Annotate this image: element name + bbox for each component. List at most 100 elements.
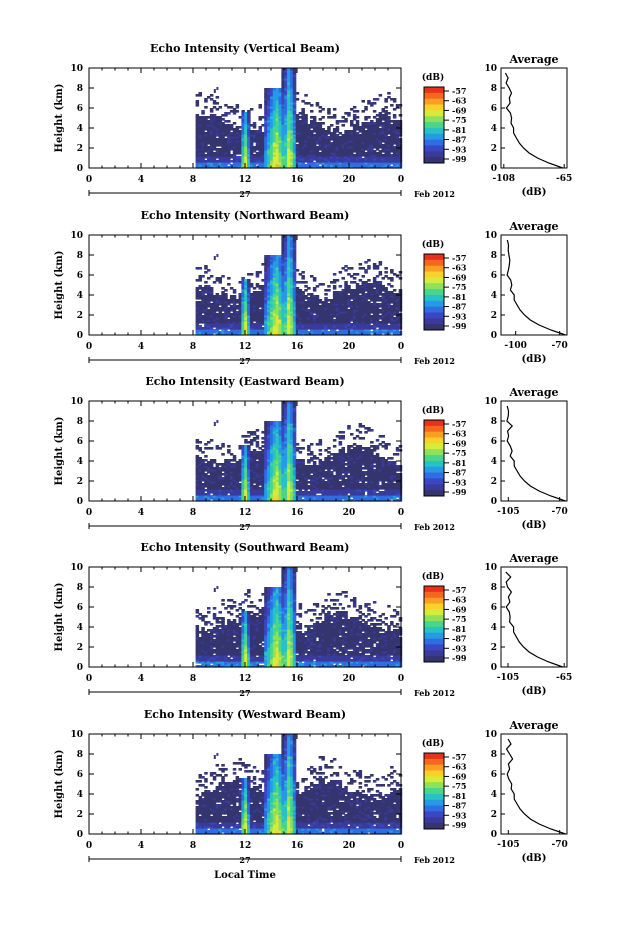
heatmap-cell [281, 134, 285, 137]
heatmap-cell [312, 146, 317, 149]
heatmap-cell [290, 287, 294, 290]
heatmap-cell [278, 106, 282, 109]
heatmap-cell [398, 319, 403, 322]
heatmap-cell [301, 132, 305, 135]
heatmap-cell [367, 311, 371, 314]
heatmap-cell [341, 134, 345, 137]
heatmap-cell [264, 299, 268, 302]
heatmap-cell [207, 142, 211, 145]
heatmap-cell [344, 313, 348, 316]
heatmap-cell [195, 319, 200, 322]
heatmap-cell [201, 148, 205, 151]
heatmap-cell [390, 327, 394, 330]
heatmap-cell [281, 287, 285, 290]
heatmap-cell [290, 138, 294, 141]
heatmap-cell [315, 166, 320, 169]
heatmap-cell [330, 148, 334, 151]
heatmap-cell [204, 493, 208, 496]
heatmap-cell [241, 156, 245, 159]
heatmap-cell [224, 493, 228, 496]
heatmap-cell [358, 289, 363, 292]
heatmap-cell [209, 164, 214, 167]
heatmap-cell [249, 485, 254, 488]
heatmap-cell [367, 329, 371, 332]
heatmap-cell [224, 162, 228, 165]
heatmap-cell [290, 249, 294, 252]
heatmap-cell [278, 124, 282, 127]
heatmap-cell [218, 323, 222, 326]
heatmap-cell [358, 144, 363, 147]
heatmap-cell [341, 293, 345, 296]
heatmap-cell [370, 158, 374, 161]
heatmap-cell [310, 152, 314, 155]
heatmap-cell [301, 293, 305, 296]
average-x-tick-label: -70 [552, 341, 568, 351]
heatmap-cell [241, 493, 245, 496]
heatmap-cell [204, 265, 208, 268]
heatmap-cell [247, 156, 251, 159]
heatmap-cell [229, 299, 234, 302]
heatmap-cell [310, 158, 314, 161]
heatmap-cell [204, 116, 208, 119]
heatmap-cell [261, 144, 265, 147]
heatmap-cell [375, 281, 380, 284]
heatmap-cell [198, 313, 202, 316]
heatmap-cell [201, 138, 205, 141]
heatmap-cell [301, 164, 305, 167]
heatmap-cell [355, 321, 360, 324]
heatmap-cell [255, 140, 260, 143]
heatmap-cell [241, 321, 245, 324]
heatmap-cell [341, 120, 345, 123]
heatmap-cell [324, 309, 328, 312]
heatmap-cell [347, 303, 351, 306]
heatmap-cell [252, 136, 257, 139]
heatmap-cell [227, 138, 231, 141]
heatmap-cell [370, 283, 374, 286]
heatmap-cell [372, 124, 377, 127]
heatmap-cell [201, 154, 205, 157]
heatmap-cell [235, 134, 240, 137]
heatmap-cell [387, 120, 391, 123]
heatmap-cell [395, 158, 400, 161]
heatmap-cell [335, 331, 340, 334]
heatmap-cell [247, 150, 251, 153]
heatmap-cell [327, 160, 331, 163]
heatmap-cell [292, 146, 297, 149]
heatmap-cell [341, 267, 345, 270]
heatmap-cell [281, 76, 285, 79]
heatmap-cell [207, 269, 211, 272]
heatmap-cell [392, 140, 397, 143]
heatmap-cell [207, 441, 211, 444]
heatmap-cell [341, 315, 345, 318]
heatmap-cell [361, 309, 365, 312]
heatmap-cell [227, 497, 231, 500]
heatmap-cell [241, 477, 245, 480]
heatmap-cell [224, 289, 228, 292]
heatmap-cell [229, 463, 234, 466]
heatmap-cell [244, 311, 248, 314]
heatmap-cell [304, 307, 308, 310]
heatmap-cell [264, 331, 268, 334]
heatmap-cell [375, 114, 380, 117]
heatmap-cell [327, 126, 331, 129]
heatmap-cell [312, 134, 317, 137]
heatmap-cell [221, 158, 225, 161]
heatmap-cell [392, 152, 397, 155]
heatmap-cell [298, 164, 303, 167]
heatmap-cell [344, 325, 348, 328]
heatmap-cell [204, 329, 208, 332]
heatmap-cell [284, 122, 288, 125]
heatmap-cell [195, 128, 200, 131]
heatmap-cell [267, 275, 271, 278]
heatmap-cell [381, 132, 385, 135]
heatmap-cell [227, 499, 231, 502]
heatmap-cell [270, 96, 274, 99]
heatmap-cell [355, 164, 360, 167]
heatmap-cell [221, 132, 225, 135]
heatmap-cell [212, 311, 217, 314]
heatmap-cell [338, 154, 343, 157]
heatmap-cell [224, 112, 228, 115]
heatmap-cell [281, 279, 285, 282]
heatmap-cell [207, 319, 211, 322]
heatmap-cell [390, 295, 394, 298]
